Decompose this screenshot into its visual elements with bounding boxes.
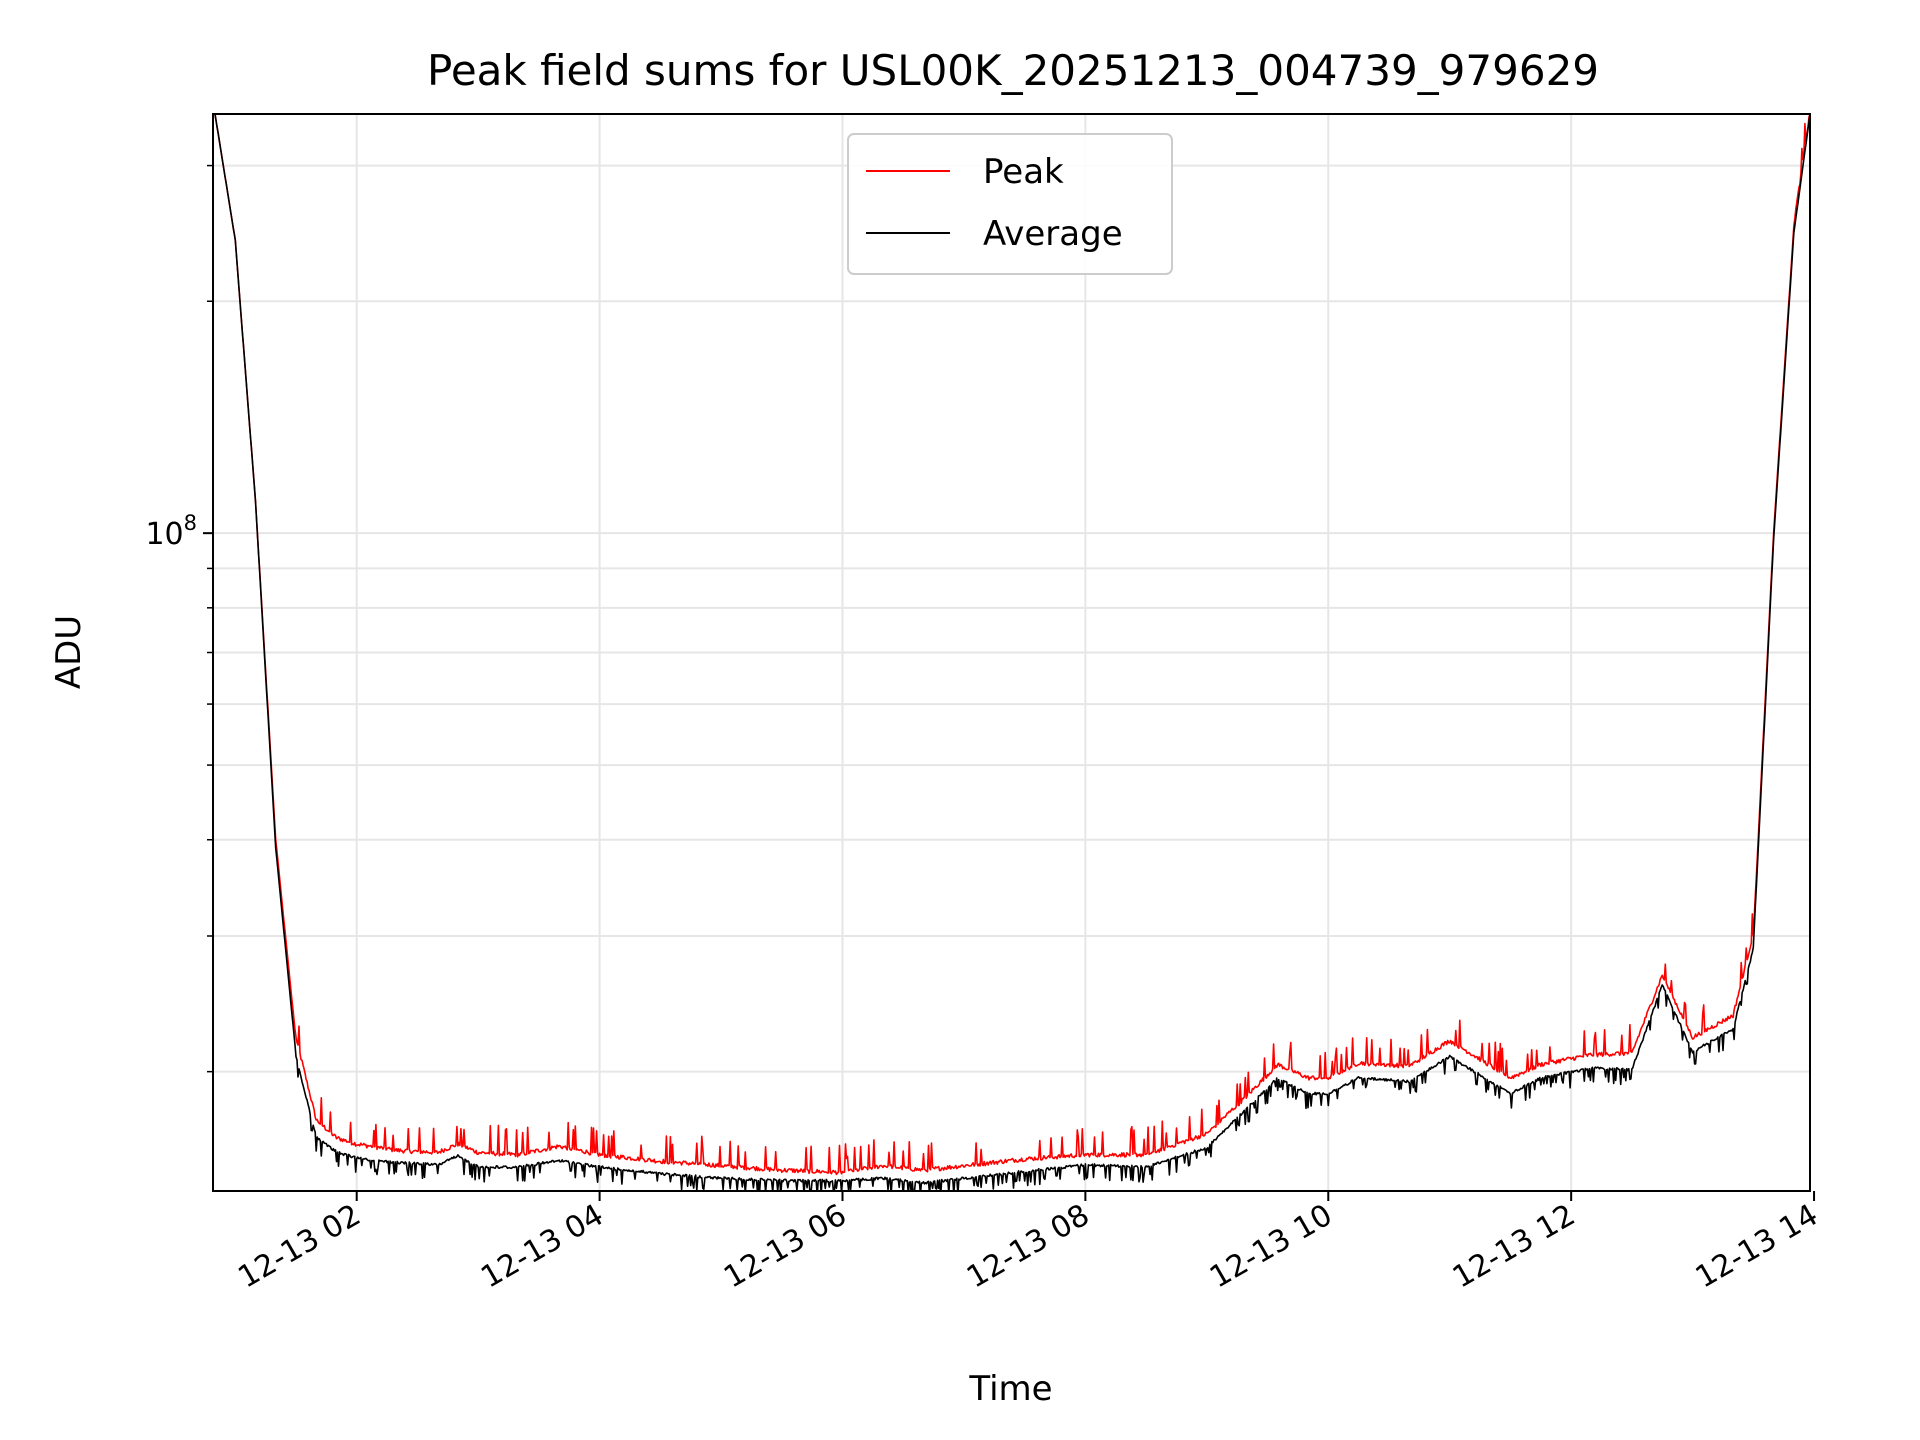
x-axis-label: Time xyxy=(968,1369,1052,1409)
y-ticks: 108 xyxy=(145,164,213,1073)
legend-label-peak: Peak xyxy=(983,152,1064,192)
legend-box xyxy=(847,133,1173,275)
y-axis-label: ADU xyxy=(49,615,89,689)
series-line-average xyxy=(214,114,1810,1191)
series-line-peak xyxy=(214,114,1810,1176)
chart-title: Peak field sums for USL00K_20251213_0047… xyxy=(427,46,1599,95)
series-layer xyxy=(214,114,1810,1191)
legend-label-average: Average xyxy=(983,214,1123,254)
y-tick-label: 108 xyxy=(145,511,197,552)
legend: Peak Average xyxy=(847,133,1173,275)
